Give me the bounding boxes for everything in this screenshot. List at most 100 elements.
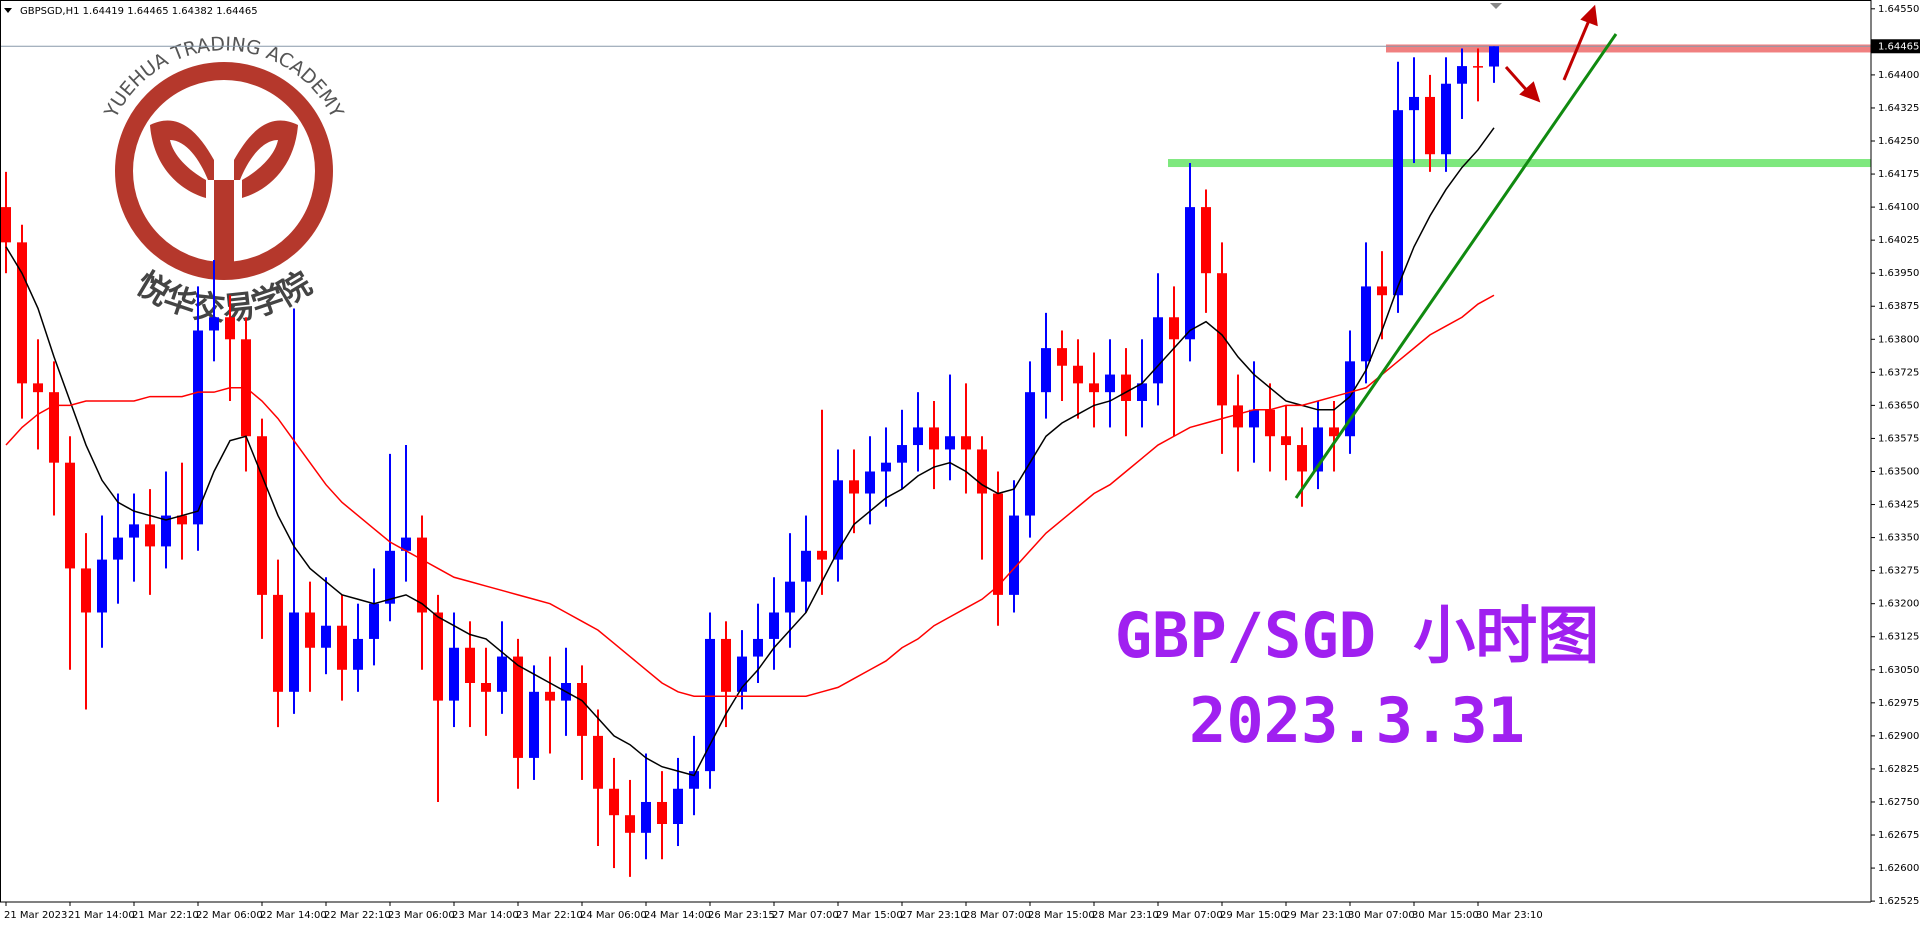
candle-body (1313, 427, 1323, 472)
y-tick-label: 1.64550 (1878, 4, 1919, 15)
price-label: 1.64465 (1878, 41, 1919, 52)
candle-body (1297, 445, 1307, 472)
y-tick-label: 1.64175 (1878, 169, 1919, 180)
candle-body (1057, 348, 1067, 366)
candle-body (81, 568, 91, 613)
candle-body (513, 656, 523, 758)
y-tick-label: 1.63650 (1878, 400, 1919, 411)
candle-body (385, 550, 395, 604)
y-tick-label: 1.62975 (1878, 698, 1919, 709)
x-tick-label: 22 Mar 06:00 (196, 910, 263, 921)
y-tick-label: 1.62900 (1878, 731, 1919, 742)
candle-body (657, 801, 667, 825)
candle-body (993, 493, 1003, 595)
candle-body (1489, 46, 1499, 67)
candle-body (1377, 286, 1387, 296)
candle-body (17, 242, 27, 384)
candle-body (1025, 392, 1035, 516)
y-tick-label: 1.62525 (1878, 896, 1919, 907)
y-tick-label: 1.62600 (1878, 863, 1919, 874)
y-tick-label: 1.63575 (1878, 433, 1919, 444)
level-band (1168, 159, 1871, 168)
candle-body (1457, 66, 1467, 84)
candle-body (1185, 207, 1195, 340)
y-tick-label: 1.63200 (1878, 599, 1919, 610)
candle-body (1089, 383, 1099, 393)
title-marker (4, 8, 12, 13)
candle-body (1217, 273, 1227, 406)
candle-body (1, 207, 11, 243)
candle-body (849, 480, 859, 494)
y-tick-label: 1.64400 (1878, 70, 1919, 81)
candle-body (1393, 110, 1403, 296)
candle-body (65, 462, 75, 569)
candle-body (1137, 383, 1147, 401)
candle-body (177, 515, 187, 525)
candle-body (753, 638, 763, 657)
candle-body (1009, 515, 1019, 595)
candle-body (913, 427, 923, 446)
arrow-head (1580, 4, 1598, 27)
y-tick-label: 1.63350 (1878, 533, 1919, 544)
x-tick-label: 29 Mar 23:10 (1284, 910, 1351, 921)
candle-body (401, 537, 411, 551)
x-tick-label: 30 Mar 15:00 (1412, 910, 1479, 921)
logo-emblem (150, 120, 298, 262)
candle-body (97, 559, 107, 613)
candle-body (1121, 374, 1131, 401)
x-tick-label: 26 Mar 23:15 (708, 910, 775, 921)
x-tick-label: 21 Mar 14:00 (68, 910, 135, 921)
candle-body (417, 537, 427, 613)
candle-body (1073, 365, 1083, 384)
y-tick-label: 1.62675 (1878, 830, 1919, 841)
candle-body (1233, 405, 1243, 428)
candle-body (1361, 286, 1371, 362)
candle-body (433, 612, 443, 701)
candle-body (705, 638, 715, 772)
candle-body (321, 625, 331, 648)
candle-body (257, 436, 267, 595)
x-tick-label: 21 Mar 2023 (4, 910, 67, 921)
y-tick-label: 1.63050 (1878, 665, 1919, 676)
candle-body (833, 480, 843, 560)
candle-body (353, 638, 363, 670)
candle-body (1345, 361, 1355, 437)
x-tick-label: 22 Mar 22:10 (324, 910, 391, 921)
candle-body (305, 612, 315, 648)
logo-ring (115, 62, 333, 280)
moving-average (5, 294, 1495, 697)
annotation: GBP/SGD 小时图 (1115, 599, 1600, 672)
trend-line (1294, 33, 1618, 499)
candle-body (769, 612, 779, 639)
annotation: 2023.3.31 (1189, 684, 1525, 757)
x-tick-label: 21 Mar 22:10 (132, 910, 199, 921)
x-tick-label: 30 Mar 07:00 (1348, 910, 1415, 921)
x-tick-label: 27 Mar 23:10 (900, 910, 967, 921)
x-tick-label: 23 Mar 14:00 (452, 910, 519, 921)
x-tick-label: 27 Mar 15:00 (836, 910, 903, 921)
candle-body (929, 427, 939, 450)
candle-body (977, 449, 987, 494)
candle-body (1265, 409, 1275, 437)
x-tick-label: 24 Mar 14:00 (644, 910, 711, 921)
candle-body (961, 436, 971, 450)
y-tick-label: 1.63425 (1878, 500, 1919, 511)
y-tick-label: 1.62825 (1878, 764, 1919, 775)
candle-body (545, 691, 555, 701)
y-tick-label: 1.64100 (1878, 202, 1919, 213)
candle-body (1441, 83, 1451, 155)
x-tick-label: 29 Mar 15:00 (1220, 910, 1287, 921)
candle-body (465, 647, 475, 683)
y-tick-label: 1.63125 (1878, 632, 1919, 643)
x-tick-label: 27 Mar 07:00 (772, 910, 839, 921)
y-tick-label: 1.64250 (1878, 136, 1919, 147)
candle-body (1425, 96, 1435, 155)
candle-body (881, 462, 891, 472)
candle-body (673, 788, 683, 825)
shift-marker (1490, 3, 1502, 9)
candle-body (289, 612, 299, 692)
x-tick-label: 28 Mar 23:10 (1092, 910, 1159, 921)
candle-body (1153, 317, 1163, 384)
plot (0, 44, 1871, 877)
